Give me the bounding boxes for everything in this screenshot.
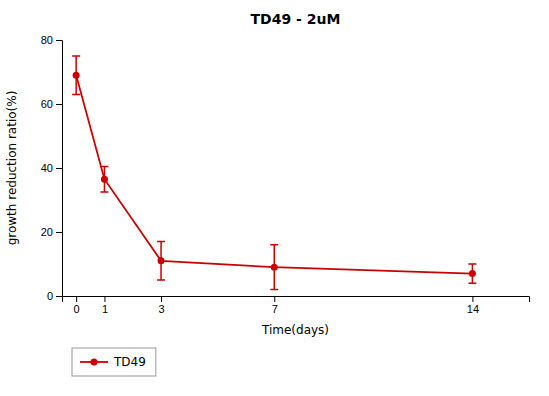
y-tick-label: 40 bbox=[41, 162, 53, 174]
y-tick-label: 60 bbox=[41, 98, 53, 110]
error-bar bbox=[157, 242, 165, 280]
x-axis-line bbox=[63, 297, 530, 303]
y-axis-title: growth reduction ratio(%) bbox=[5, 91, 19, 246]
x-tick-label: 1 bbox=[102, 303, 108, 315]
y-tick-label: 0 bbox=[47, 290, 53, 302]
legend-box bbox=[72, 348, 156, 376]
x-tick-label: 0 bbox=[74, 303, 80, 315]
y-tick: 0 bbox=[47, 290, 62, 302]
point bbox=[271, 264, 278, 271]
x-tick-label: 14 bbox=[467, 303, 479, 315]
y-tick-mark bbox=[56, 40, 62, 41]
legend-marker bbox=[91, 359, 98, 366]
y-tick: 20 bbox=[41, 226, 62, 238]
point bbox=[158, 257, 165, 264]
title: TD49 - 2uM bbox=[251, 11, 341, 27]
x-tick-mark bbox=[161, 296, 162, 302]
y-tick: 60 bbox=[41, 98, 62, 110]
line bbox=[76, 75, 472, 273]
y-axis-line bbox=[56, 41, 63, 297]
x-tick: 0 bbox=[74, 296, 80, 315]
y-tick: 80 bbox=[41, 34, 62, 46]
x-tick-mark bbox=[104, 296, 105, 302]
legend-label: TD49 bbox=[113, 355, 146, 369]
x-tick: 7 bbox=[272, 296, 278, 315]
y-tick-mark bbox=[56, 168, 62, 169]
plot-area: 0 1 3 7 14 0 20 40 60 80 bbox=[41, 34, 530, 315]
y-tick-mark bbox=[56, 232, 62, 233]
x-tick: 1 bbox=[102, 296, 108, 315]
legend: TD49 bbox=[72, 348, 156, 376]
y-tick: 40 bbox=[41, 162, 62, 174]
point bbox=[73, 72, 80, 79]
error-bar bbox=[468, 264, 476, 283]
y-tick-mark bbox=[56, 296, 62, 297]
x-tick: 3 bbox=[158, 296, 164, 315]
chart: 0 1 3 7 14 0 20 40 60 80 TD49 - 2uM Time(days) growt… bbox=[0, 0, 549, 396]
x-tick-label: 3 bbox=[158, 303, 164, 315]
x-tick-mark bbox=[472, 296, 473, 302]
x-axis-title: Time(days) bbox=[261, 323, 329, 337]
y-axis: 0 20 40 60 80 bbox=[41, 34, 63, 302]
x-tick: 14 bbox=[467, 296, 479, 315]
point bbox=[469, 270, 476, 277]
y-tick-label: 20 bbox=[41, 226, 53, 238]
x-tick-mark bbox=[274, 296, 275, 302]
point bbox=[101, 176, 108, 183]
y-tick-mark bbox=[56, 104, 62, 105]
marks bbox=[72, 56, 476, 290]
x-axis: 0 1 3 7 14 bbox=[63, 296, 530, 315]
x-tick-label: 7 bbox=[272, 303, 278, 315]
x-tick-mark bbox=[76, 296, 77, 302]
error-bar bbox=[270, 245, 278, 290]
y-tick-label: 80 bbox=[41, 34, 53, 46]
